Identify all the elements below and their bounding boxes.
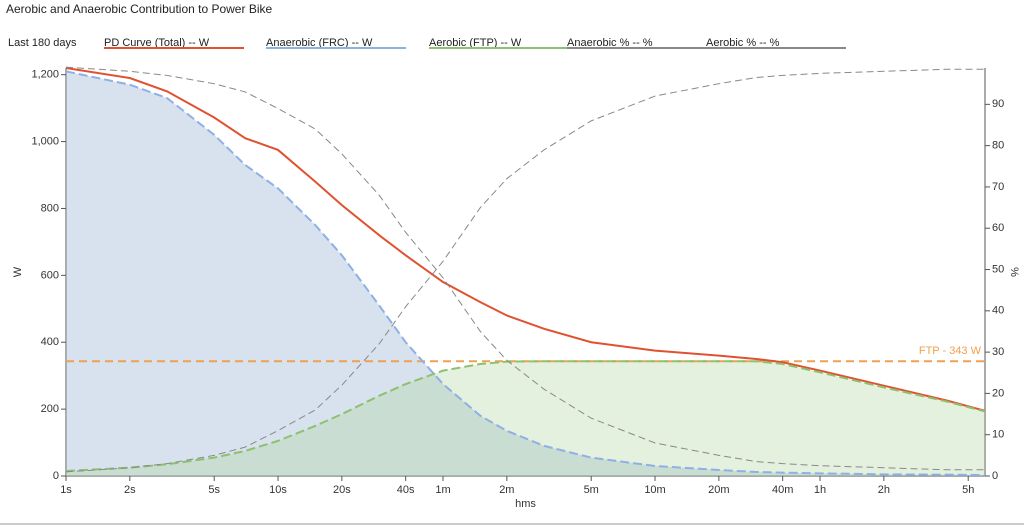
x-tick-label: 20s [333,484,351,496]
x-tick-label: 40m [772,484,793,496]
x-tick-label: 1m [435,484,450,496]
y2-tick-label: 60 [992,222,1004,234]
y2-tick-label: 40 [992,305,1004,317]
y2-axis-label: % [1008,267,1020,277]
x-tick-label: 2s [124,484,136,496]
x-tick-label: 2h [878,484,890,496]
x-tick-label: 40s [397,484,415,496]
y-tick-label: 1,000 [31,135,59,147]
y2-tick-label: 0 [992,470,998,482]
y2-tick-label: 30 [992,346,1004,358]
y2-tick-label: 50 [992,263,1004,275]
y2-tick-label: 20 [992,387,1004,399]
legend-label: Aerobic % -- % [706,37,780,49]
chart-title: Aerobic and Anaerobic Contribution to Po… [6,2,272,16]
y-tick-label: 200 [41,403,59,415]
x-tick-label: 10s [269,484,287,496]
area [66,71,985,476]
series-line [65,68,985,473]
x-tick-label: 20m [708,484,729,496]
x-tick-label: 2m [499,484,514,496]
x-tick-label: 1h [814,484,826,496]
series-line [65,70,986,476]
legend-label: PD Curve (Total) -- W [104,37,210,49]
x-tick-label: 5h [962,484,974,496]
period-label: Last 180 days [8,37,77,49]
y2-tick-label: 10 [992,429,1004,441]
legend-label: Anaerobic % -- % [567,37,653,49]
ftp-label: FTP - 343 W [919,345,982,357]
x-tick-label: 1s [60,484,72,496]
legend-label: Aerobic (FTP) -- W [429,37,522,49]
area [66,361,985,476]
x-tick-label: 5s [208,484,220,496]
y-axis-label: W [12,266,24,277]
y2-tick-label: 80 [992,140,1004,152]
x-tick-label: 5m [584,484,599,496]
x-tick-label: 10m [644,484,665,496]
y-tick-label: 1,200 [31,69,59,81]
series-line [65,67,986,412]
y-tick-label: 0 [53,470,59,482]
series-line [65,66,985,471]
legend-label: Anaerobic (FRC) -- W [266,37,373,49]
y-tick-label: 400 [41,336,59,348]
y-tick-label: 800 [41,202,59,214]
series-line [65,360,986,472]
y-tick-label: 600 [41,269,59,281]
y2-tick-label: 90 [992,98,1004,110]
y2-tick-label: 70 [992,181,1004,193]
x-axis-label: hms [515,498,536,510]
